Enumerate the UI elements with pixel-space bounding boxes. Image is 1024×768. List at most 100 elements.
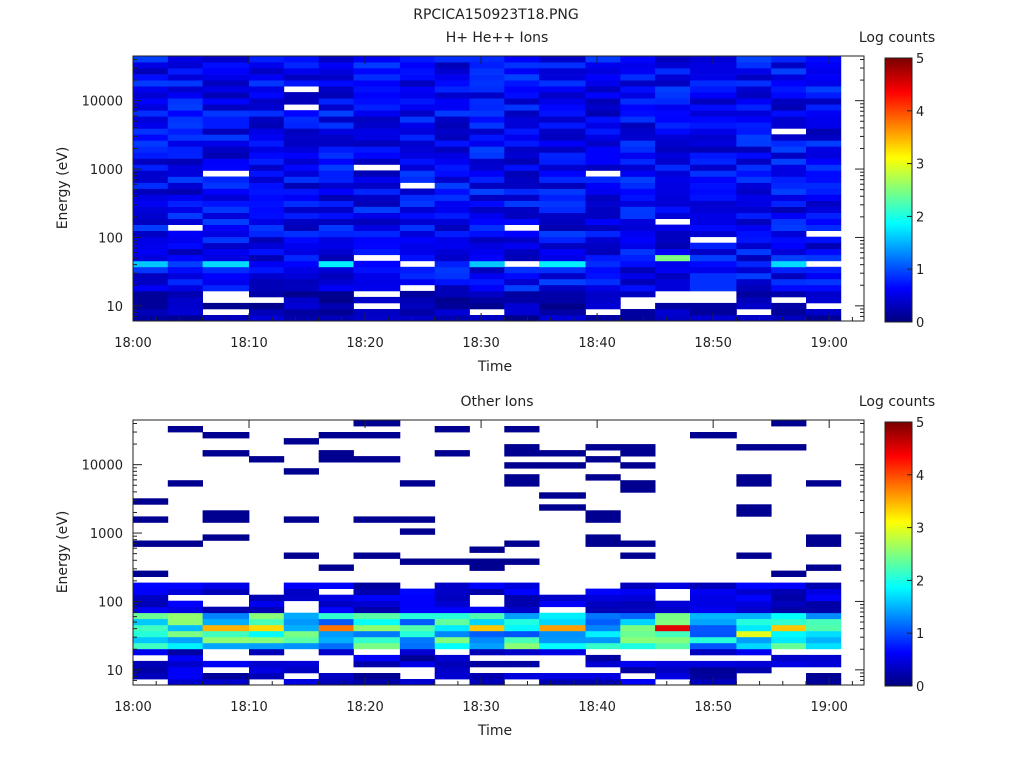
heatmap-cell (806, 540, 842, 547)
heatmap-cell (399, 272, 436, 280)
colorbar-segment (885, 106, 912, 110)
heatmap-cell (539, 104, 586, 111)
heatmap-cell (539, 176, 586, 183)
heatmap-cell (690, 272, 737, 280)
heatmap-cell (318, 278, 354, 286)
heatmap-cell (736, 510, 772, 517)
colorbar-segment (885, 556, 912, 559)
heatmap-cell (504, 558, 540, 565)
heatmap-cell (167, 624, 203, 632)
x-tick-label: 18:00 (114, 336, 151, 351)
heatmap-cell (806, 254, 842, 262)
heatmap-cell (469, 98, 505, 105)
heatmap-cell (167, 104, 203, 111)
colorbar-segment (885, 60, 912, 63)
heatmap-cell (469, 74, 505, 81)
heatmap-cell (283, 266, 319, 274)
heatmap-cell (283, 302, 319, 310)
colorbar-frame (884, 421, 913, 687)
heatmap-cell (318, 62, 354, 69)
heatmap-cell (399, 630, 436, 638)
heatmap-cell (806, 679, 842, 686)
heatmap-cell (399, 68, 436, 75)
heatmap-cell (736, 98, 772, 105)
heatmap-cell (249, 606, 285, 614)
heatmap-cell (318, 218, 354, 225)
colorbar-segment (885, 602, 912, 606)
heatmap-cell (620, 552, 656, 559)
heatmap-cell (469, 242, 505, 250)
heatmap-cell (434, 242, 470, 250)
heatmap-cell (434, 654, 470, 662)
colorbar-segment (885, 540, 912, 544)
heatmap-cell (620, 624, 656, 632)
heatmap-cell (469, 660, 505, 668)
heatmap-cell (620, 68, 656, 75)
heatmap-cell (690, 68, 737, 75)
heatmap-cell (167, 200, 203, 207)
heatmap-cell (399, 134, 436, 141)
heatmap-cell (283, 56, 319, 63)
heatmap-cell (167, 642, 203, 650)
heatmap-cell (133, 182, 169, 189)
heatmap-cell (283, 642, 319, 650)
colorbar-segment (885, 655, 912, 658)
heatmap-cell (167, 600, 203, 608)
colorbar-segment (885, 231, 912, 235)
colorbar-segment (885, 536, 912, 540)
heatmap-cell (167, 278, 203, 286)
heatmap-cell (249, 212, 285, 219)
heatmap-cell (283, 272, 319, 280)
heatmap-cell (690, 152, 737, 159)
heatmap-cell (353, 68, 401, 75)
heatmap-cell (167, 266, 203, 274)
heatmap-cell (318, 86, 354, 93)
heatmap-cell (249, 122, 285, 129)
heatmap-cell (806, 152, 842, 159)
heatmap-cell (806, 673, 842, 680)
heatmap-cell (133, 284, 169, 292)
heatmap-cell (771, 158, 807, 165)
heatmap-cell (690, 248, 737, 256)
heatmap-cell (690, 260, 737, 268)
colorbar-segment (885, 93, 912, 96)
heatmap-cell (318, 188, 354, 195)
heatmap-cell (318, 236, 354, 244)
heatmap-cell (736, 594, 772, 602)
heatmap-cell (504, 309, 540, 316)
heatmap-cell (620, 134, 656, 141)
heatmap-cell (655, 630, 691, 638)
heatmap-cell (167, 188, 203, 195)
colorbar-segment (885, 435, 912, 438)
heatmap-cell (133, 302, 169, 310)
heatmap-cell (283, 468, 319, 475)
heatmap-cell (249, 158, 285, 165)
heatmap-cell (585, 98, 621, 105)
heatmap-cell (771, 254, 807, 262)
colorbar-segment (885, 295, 912, 299)
heatmap-cell (504, 158, 540, 165)
heatmap-cell (133, 92, 169, 99)
heatmap-cell (353, 660, 401, 668)
heatmap-cell (353, 516, 401, 523)
heatmap-cell (585, 260, 621, 268)
heatmap-cell (469, 296, 505, 304)
heatmap-cell (539, 128, 586, 135)
heatmap-cell (736, 588, 772, 595)
heatmap-cell (399, 92, 436, 99)
colorbar-segment (885, 251, 912, 255)
heatmap-cell (655, 582, 691, 589)
heatmap-cell (585, 588, 621, 595)
colorbar-segment (885, 576, 912, 579)
colorbar-segment (885, 512, 912, 515)
heatmap-cell (469, 302, 505, 310)
heatmap-cell (469, 272, 505, 280)
heatmap-cell (620, 182, 656, 189)
heatmap-cell (771, 104, 807, 111)
heatmap-cell (469, 624, 505, 632)
heatmap-cell (585, 654, 621, 662)
panel-title: Other Ions (460, 394, 533, 410)
heatmap-cell (736, 134, 772, 141)
heatmap-cell (771, 200, 807, 207)
heatmap-cell (399, 230, 436, 238)
